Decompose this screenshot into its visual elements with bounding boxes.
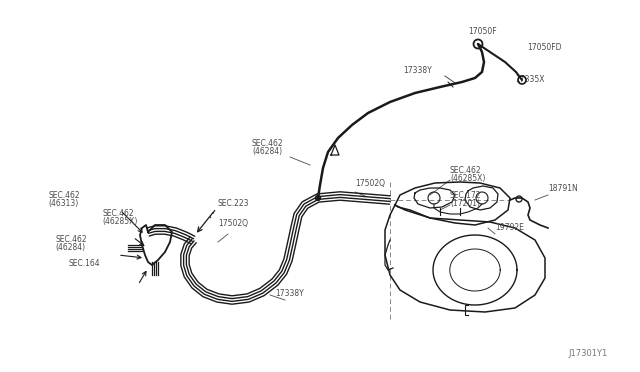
Text: SEC.462: SEC.462 — [102, 209, 134, 218]
Text: 17338Y: 17338Y — [403, 66, 432, 75]
Text: 18791N: 18791N — [548, 184, 578, 193]
Text: (46285X): (46285X) — [450, 174, 485, 183]
Text: 17502Q: 17502Q — [218, 219, 248, 228]
Text: (46284): (46284) — [252, 147, 282, 156]
Text: 17050F: 17050F — [468, 27, 497, 36]
Text: SEC.462: SEC.462 — [251, 139, 283, 148]
Text: SEC.462: SEC.462 — [55, 235, 86, 244]
Text: 19792E: 19792E — [495, 223, 524, 232]
Text: J17301Y1: J17301Y1 — [568, 349, 607, 358]
Text: (46313): (46313) — [48, 199, 78, 208]
Text: SEC.172: SEC.172 — [450, 191, 481, 200]
Text: (17201): (17201) — [450, 199, 480, 208]
Circle shape — [316, 196, 321, 201]
Text: SEC.462: SEC.462 — [48, 191, 79, 200]
Text: 17338Y: 17338Y — [275, 289, 304, 298]
Text: 17050FD: 17050FD — [527, 43, 561, 52]
Text: 17502Q: 17502Q — [355, 179, 385, 188]
Text: SEC.223: SEC.223 — [218, 199, 250, 208]
Text: (46284): (46284) — [55, 243, 85, 252]
Text: SEC.462: SEC.462 — [450, 166, 482, 175]
Text: (46285X): (46285X) — [102, 217, 138, 226]
Text: SEC.164: SEC.164 — [68, 259, 100, 268]
Text: 17335X: 17335X — [515, 75, 545, 84]
